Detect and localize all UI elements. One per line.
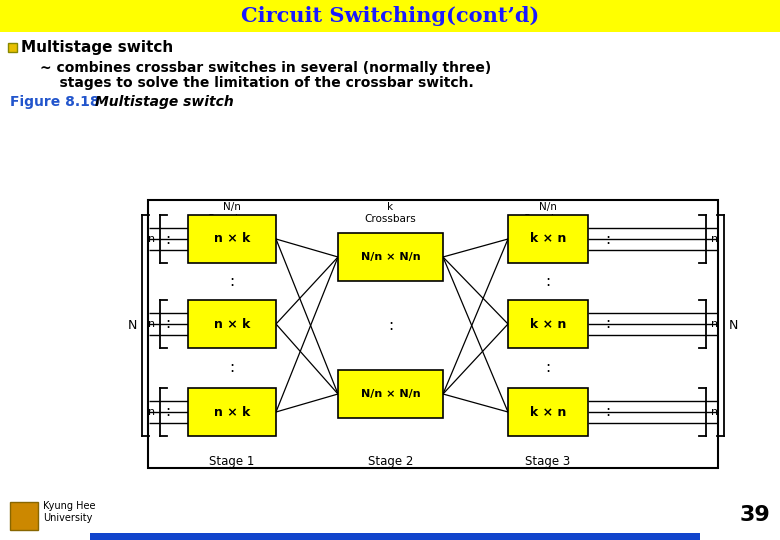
FancyBboxPatch shape [188, 388, 276, 436]
Text: :: : [165, 404, 171, 420]
Text: k × n: k × n [530, 318, 566, 330]
Text: 39: 39 [739, 505, 770, 525]
Text: n: n [711, 319, 718, 329]
Text: stages to solve the limitation of the crossbar switch.: stages to solve the limitation of the cr… [40, 76, 473, 90]
Text: :: : [605, 404, 611, 420]
Text: :: : [165, 316, 171, 332]
Text: Kyung Hee
University: Kyung Hee University [43, 501, 95, 523]
Text: Multistage switch: Multistage switch [21, 40, 173, 55]
Text: Circuit Switching(cont’d): Circuit Switching(cont’d) [241, 6, 539, 26]
Text: N/n × N/n: N/n × N/n [360, 389, 420, 399]
Text: ~ combines crossbar switches in several (normally three): ~ combines crossbar switches in several … [40, 61, 491, 75]
Text: k
Crossbars: k Crossbars [364, 202, 417, 224]
Text: n: n [711, 234, 718, 244]
FancyBboxPatch shape [188, 300, 276, 348]
Text: N: N [729, 319, 739, 332]
Text: :: : [545, 361, 551, 375]
Text: N/n
Crossbars: N/n Crossbars [206, 202, 258, 224]
Text: :: : [605, 232, 611, 246]
FancyBboxPatch shape [10, 502, 38, 530]
Text: N/n
Crossbars: N/n Crossbars [522, 202, 574, 224]
Text: k × n: k × n [530, 406, 566, 419]
Text: :: : [388, 318, 393, 333]
Text: k × n: k × n [530, 233, 566, 246]
Text: N: N [128, 319, 137, 332]
Text: Figure 8.18: Figure 8.18 [10, 95, 100, 109]
Text: :: : [229, 274, 235, 289]
Text: n: n [148, 407, 155, 417]
FancyBboxPatch shape [8, 43, 17, 52]
FancyBboxPatch shape [338, 233, 443, 281]
FancyBboxPatch shape [148, 200, 718, 468]
Text: :: : [229, 361, 235, 375]
Text: n: n [148, 234, 155, 244]
FancyBboxPatch shape [508, 300, 588, 348]
Text: :: : [165, 232, 171, 246]
FancyBboxPatch shape [0, 0, 780, 32]
FancyBboxPatch shape [338, 370, 443, 418]
Text: n × k: n × k [214, 318, 250, 330]
Text: Multistage switch: Multistage switch [95, 95, 234, 109]
FancyBboxPatch shape [508, 215, 588, 263]
FancyBboxPatch shape [90, 533, 700, 540]
Text: n × k: n × k [214, 233, 250, 246]
Text: Stage 3: Stage 3 [526, 456, 571, 469]
FancyBboxPatch shape [508, 388, 588, 436]
Text: n: n [148, 319, 155, 329]
FancyBboxPatch shape [188, 215, 276, 263]
Text: N/n × N/n: N/n × N/n [360, 252, 420, 262]
Text: n × k: n × k [214, 406, 250, 419]
Text: Stage 2: Stage 2 [368, 456, 413, 469]
Text: :: : [605, 316, 611, 332]
Text: n: n [711, 407, 718, 417]
Text: Stage 1: Stage 1 [209, 456, 255, 469]
Text: :: : [545, 274, 551, 289]
